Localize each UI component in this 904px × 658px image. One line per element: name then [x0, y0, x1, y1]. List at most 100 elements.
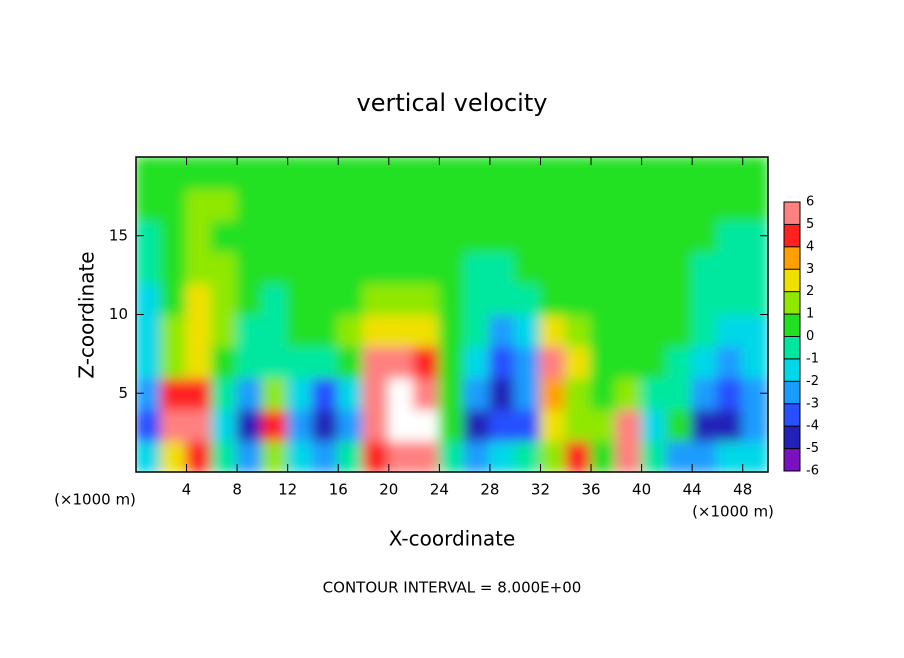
heatmap-cell [463, 313, 491, 347]
heatmap-cell [488, 282, 517, 316]
heatmap-cell [185, 408, 213, 442]
x-tick-label: 28 [480, 481, 499, 499]
heatmap-cell [716, 376, 744, 410]
heatmap-cell [261, 219, 289, 253]
heatmap-cell [413, 157, 441, 190]
heatmap-cell [438, 408, 466, 442]
heatmap-cell [615, 408, 643, 442]
x-tick-label: 16 [329, 481, 348, 499]
heatmap-cell [236, 250, 264, 284]
heatmap-cell [236, 219, 264, 253]
heatmap-cell [463, 219, 491, 253]
heatmap-cell [311, 345, 340, 379]
heatmap-cell [136, 250, 163, 284]
heatmap-cell [488, 439, 517, 472]
heatmap-cell [590, 157, 618, 190]
heatmap-cell [514, 376, 542, 410]
heatmap-cell [488, 157, 517, 190]
heatmap-cell [615, 187, 643, 221]
heatmap-cell [236, 408, 264, 442]
heatmap-cell [691, 157, 719, 190]
heatmap-cell [640, 282, 668, 316]
heatmap-cell [463, 157, 491, 190]
heatmap-cell [514, 408, 542, 442]
heatmap-cell [438, 187, 466, 221]
heatmap-cell [387, 157, 416, 190]
heatmap-cell [691, 250, 719, 284]
heatmap-cell [640, 219, 668, 253]
heatmap-cell [665, 250, 694, 284]
heatmap-cell [413, 219, 441, 253]
heatmap-cell [185, 250, 213, 284]
heatmap-cell [337, 408, 365, 442]
x-tick-label: 20 [379, 481, 398, 499]
heatmap-cell [261, 345, 289, 379]
heatmap-cell [210, 439, 239, 472]
heatmap-cell [337, 187, 365, 221]
x-tick-label: 24 [430, 481, 449, 499]
heatmap-cell [438, 345, 466, 379]
heatmap-cell [136, 157, 163, 190]
heatmap-cell [160, 250, 188, 284]
heatmap-cell [539, 439, 567, 472]
heatmap-cell [640, 157, 668, 190]
heatmap-cell [286, 345, 314, 379]
heatmap-cell [564, 439, 593, 472]
heatmap-cell [210, 250, 239, 284]
heatmap-cell [136, 187, 163, 221]
heatmap-cell [590, 187, 618, 221]
heatmap-cell [615, 250, 643, 284]
colorbar-tick-label: 6 [806, 195, 814, 210]
heatmap-cell [236, 345, 264, 379]
chart-title: vertical velocity [357, 89, 548, 117]
heatmap-cell [564, 345, 593, 379]
x-tick-label: 48 [733, 481, 752, 499]
x-tick-label: 12 [278, 481, 297, 499]
heatmap-cell [640, 345, 668, 379]
heatmap-cell [438, 157, 466, 190]
heatmap-cell [514, 157, 542, 190]
heatmap-cell [362, 313, 390, 347]
x-tick-label: 40 [632, 481, 651, 499]
heatmap-cell [362, 157, 390, 190]
heatmap-cell [362, 345, 390, 379]
heatmap-cell [337, 157, 365, 190]
heatmap-cell [488, 313, 517, 347]
heatmap-cell [488, 250, 517, 284]
heatmap-cell [362, 187, 390, 221]
colorbar-tick-label: 1 [806, 307, 814, 322]
heatmap-cell [488, 187, 517, 221]
heatmap-cell [261, 157, 289, 190]
heatmap-cell [136, 439, 163, 472]
heatmap-cell [185, 157, 213, 190]
heatmap-cell [337, 250, 365, 284]
heatmap-cell [564, 282, 593, 316]
heatmap-cell [236, 439, 264, 472]
heatmap-cell [413, 408, 441, 442]
heatmap-cell [640, 376, 668, 410]
heatmap-cell [210, 157, 239, 190]
heatmap-cell [514, 282, 542, 316]
heatmap-cell [311, 376, 340, 410]
colorbar-swatch [784, 202, 800, 225]
heatmap-cell [691, 439, 719, 472]
heatmap-cell [615, 439, 643, 472]
heatmap-cell [539, 250, 567, 284]
heatmap-cell [640, 408, 668, 442]
heatmap-cell [136, 313, 163, 347]
heatmap-cell [438, 219, 466, 253]
heatmap-cell [413, 376, 441, 410]
heatmap-cell [539, 313, 567, 347]
heatmap-cell [691, 408, 719, 442]
heatmap-cell [741, 282, 768, 316]
heatmap-cell [236, 157, 264, 190]
heatmap-cell [590, 408, 618, 442]
heatmap-cell [539, 157, 567, 190]
colorbar-tick-label: -4 [806, 419, 819, 434]
heatmap-cell [716, 157, 744, 190]
heatmap-cell [564, 219, 593, 253]
colorbar-tick-label: 4 [806, 239, 814, 254]
heatmap-cell [691, 219, 719, 253]
heatmap-cell [210, 376, 239, 410]
heatmap-cell [286, 439, 314, 472]
